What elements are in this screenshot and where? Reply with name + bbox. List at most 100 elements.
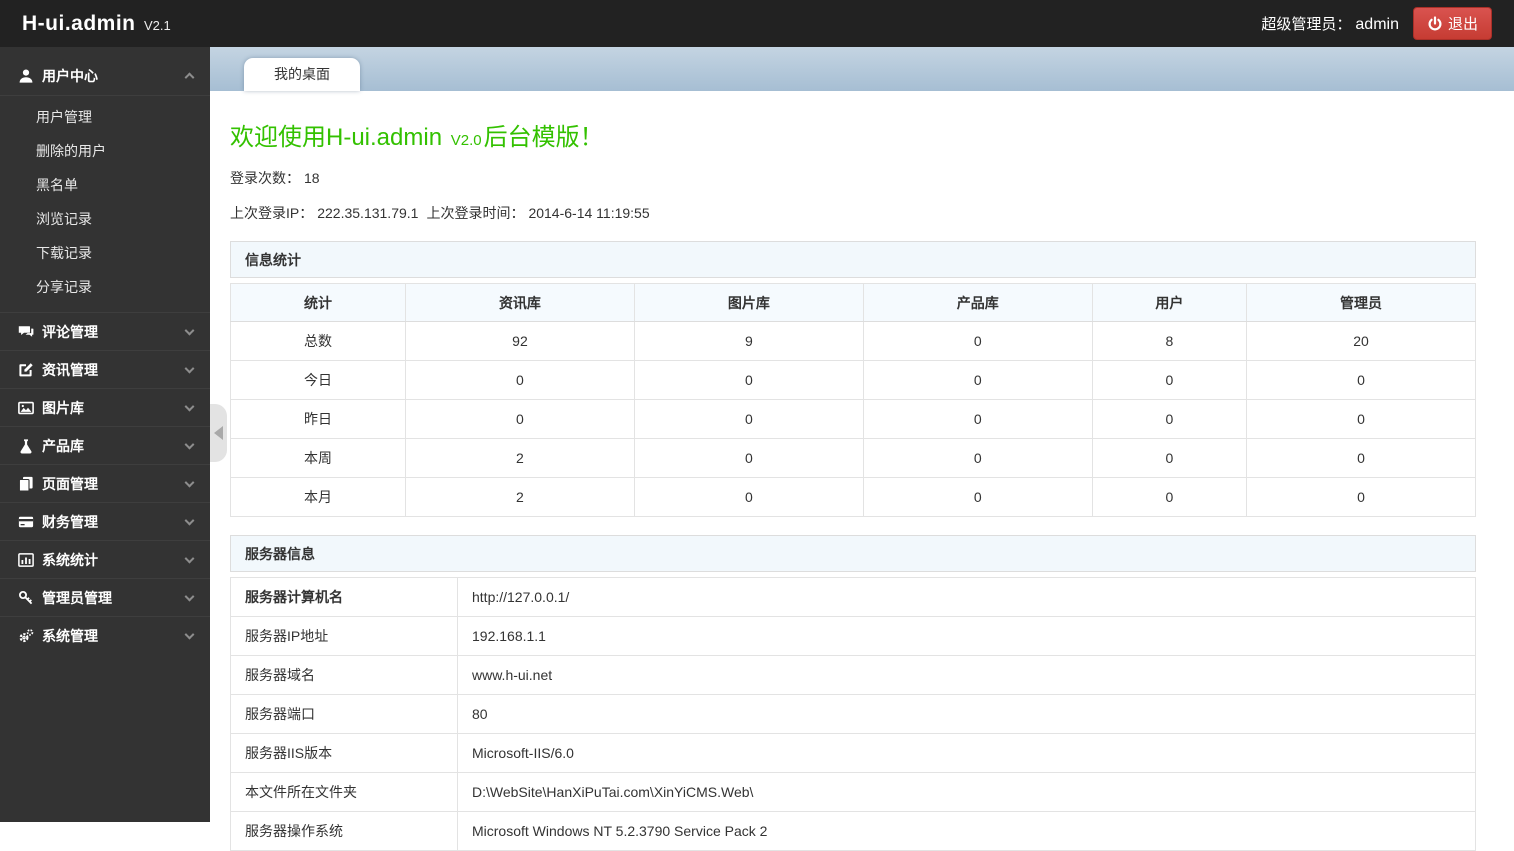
stats-cell: 0 <box>406 361 635 400</box>
stats-cell: 2 <box>406 439 635 478</box>
table-row: 服务器域名 www.h-ui.net <box>231 656 1476 695</box>
chevron-down-icon <box>185 553 195 563</box>
sidebar-section-pictures[interactable]: 图片库 <box>0 388 210 426</box>
last-login-time-label: 上次登录时间： <box>426 205 524 221</box>
stats-cell: 0 <box>1247 361 1476 400</box>
sidebar-section-comments[interactable]: 评论管理 <box>0 312 210 350</box>
sidebar-section-news[interactable]: 资讯管理 <box>0 350 210 388</box>
server-row-value: Microsoft Windows NT 5.2.3790 Service Pa… <box>458 812 1476 851</box>
stats-cell: 0 <box>1092 361 1246 400</box>
server-row-label: 服务器端口 <box>231 695 458 734</box>
table-row: 今日 0 0 0 0 0 <box>231 361 1476 400</box>
username: admin <box>1355 16 1399 33</box>
sidebar-item-deleted-users[interactable]: 删除的用户 <box>0 134 210 168</box>
stats-cell: 0 <box>634 439 863 478</box>
chevron-down-icon <box>185 363 195 373</box>
sidebar-section-label: 财务管理 <box>42 512 98 532</box>
sidebar-section-statistics[interactable]: 系统统计 <box>0 540 210 578</box>
last-login-ip-label: 上次登录IP： <box>230 205 313 221</box>
sidebar-section-label: 系统统计 <box>42 550 98 570</box>
sidebar-item-share-history[interactable]: 分享记录 <box>0 270 210 304</box>
server-row-value: Microsoft-IIS/6.0 <box>458 734 1476 773</box>
sidebar-section-finance[interactable]: 财务管理 <box>0 502 210 540</box>
login-count-line: 登录次数：18 <box>230 168 1476 188</box>
sidebar-section-label: 系统管理 <box>42 626 98 646</box>
pages-icon <box>18 476 34 492</box>
table-row: 服务器端口 80 <box>231 695 1476 734</box>
server-row-value: D:\WebSite\HanXiPuTai.com\XinYiCMS.Web\ <box>458 773 1476 812</box>
content: 欢迎使用H-ui.admin V2.0后台模版！ 登录次数：18 上次登录IP：… <box>210 117 1514 851</box>
stats-cell: 0 <box>863 439 1092 478</box>
sidebar-collapse-handle[interactable] <box>210 404 227 462</box>
brand-version: V2.1 <box>144 18 171 33</box>
stats-col-header: 图片库 <box>634 284 863 322</box>
stats-cell: 0 <box>1092 478 1246 517</box>
stats-cell: 0 <box>1092 400 1246 439</box>
tab-my-desktop[interactable]: 我的桌面 <box>244 58 360 91</box>
stats-col-header: 产品库 <box>863 284 1092 322</box>
chevron-down-icon <box>185 477 195 487</box>
sidebar-item-download-history[interactable]: 下载记录 <box>0 236 210 270</box>
welcome-heading: 欢迎使用H-ui.admin V2.0后台模版！ <box>230 117 1476 152</box>
sidebar-section-products[interactable]: 产品库 <box>0 426 210 464</box>
stats-col-header: 管理员 <box>1247 284 1476 322</box>
stats-row-label: 总数 <box>231 322 406 361</box>
last-login-time-value: 2014-6-14 11:19:55 <box>528 205 649 221</box>
table-row: 服务器IP地址 192.168.1.1 <box>231 617 1476 656</box>
logout-label: 退出 <box>1448 13 1478 34</box>
chevron-down-icon <box>185 515 195 525</box>
server-row-value: http://127.0.0.1/ <box>458 578 1476 617</box>
flask-icon <box>18 438 34 454</box>
login-count-value: 18 <box>304 170 320 186</box>
sidebar-item-user-manage[interactable]: 用户管理 <box>0 100 210 134</box>
sidebar-section-pages[interactable]: 页面管理 <box>0 464 210 502</box>
stats-cell: 0 <box>863 322 1092 361</box>
stats-row-label: 本周 <box>231 439 406 478</box>
table-row: 昨日 0 0 0 0 0 <box>231 400 1476 439</box>
sidebar-item-blacklist[interactable]: 黑名单 <box>0 168 210 202</box>
topbar: H-ui.admin V2.1 超级管理员：admin 退出 <box>0 0 1514 47</box>
stats-col-header: 资讯库 <box>406 284 635 322</box>
server-info-table: 服务器计算机名 http://127.0.0.1/ 服务器IP地址 192.16… <box>230 577 1476 851</box>
last-login-ip-value: 222.35.131.79.1 <box>317 205 418 221</box>
stats-cell: 0 <box>634 400 863 439</box>
server-row-label: 服务器操作系统 <box>231 812 458 851</box>
chevron-down-icon <box>185 629 195 639</box>
sidebar-section-system[interactable]: 系统管理 <box>0 616 210 654</box>
sidebar-section-label: 产品库 <box>42 436 84 456</box>
server-panel-title: 服务器信息 <box>230 535 1476 572</box>
credit-card-icon <box>18 514 34 530</box>
bar-chart-icon <box>18 552 34 568</box>
logout-button[interactable]: 退出 <box>1413 7 1492 40</box>
main-area: 我的桌面 欢迎使用H-ui.admin V2.0后台模版！ 登录次数：18 上次… <box>210 47 1514 822</box>
sidebar-item-browse-history[interactable]: 浏览记录 <box>0 202 210 236</box>
tabbar: 我的桌面 <box>210 47 1514 91</box>
login-count-label: 登录次数： <box>230 170 300 186</box>
chevron-down-icon <box>185 325 195 335</box>
welcome-prefix: 欢迎使用H-ui.admin <box>230 124 442 151</box>
sidebar-section-label: 页面管理 <box>42 474 98 494</box>
server-row-value: 192.168.1.1 <box>458 617 1476 656</box>
stats-panel: 信息统计 统计 资讯库 图片库 产品库 用户 管理员 总数 <box>230 241 1476 517</box>
stats-cell: 0 <box>1247 478 1476 517</box>
stats-cell: 9 <box>634 322 863 361</box>
sidebar-section-label: 资讯管理 <box>42 360 98 380</box>
stats-row-label: 本月 <box>231 478 406 517</box>
stats-row-label: 今日 <box>231 361 406 400</box>
welcome-suffix: 后台模版！ <box>484 124 604 151</box>
table-row: 本周 2 0 0 0 0 <box>231 439 1476 478</box>
stats-cell: 0 <box>406 400 635 439</box>
sidebar-section-label: 图片库 <box>42 398 84 418</box>
sidebar-section-label: 用户中心 <box>42 66 98 86</box>
sidebar-section-user-center[interactable]: 用户中心 <box>0 57 210 95</box>
chevron-down-icon <box>185 439 195 449</box>
stats-cell: 0 <box>863 478 1092 517</box>
user-icon <box>18 68 34 84</box>
sidebar: 用户中心 用户管理 删除的用户 黑名单 浏览记录 下载记录 分享记录 评论管理 … <box>0 47 210 822</box>
server-row-label: 服务器IIS版本 <box>231 734 458 773</box>
table-row: 服务器计算机名 http://127.0.0.1/ <box>231 578 1476 617</box>
sidebar-section-admins[interactable]: 管理员管理 <box>0 578 210 616</box>
stats-cell: 0 <box>634 478 863 517</box>
last-login-line: 上次登录IP：222.35.131.79.1 上次登录时间：2014-6-14 1… <box>230 203 1476 223</box>
stats-table: 统计 资讯库 图片库 产品库 用户 管理员 总数 92 9 0 8 <box>230 283 1476 517</box>
